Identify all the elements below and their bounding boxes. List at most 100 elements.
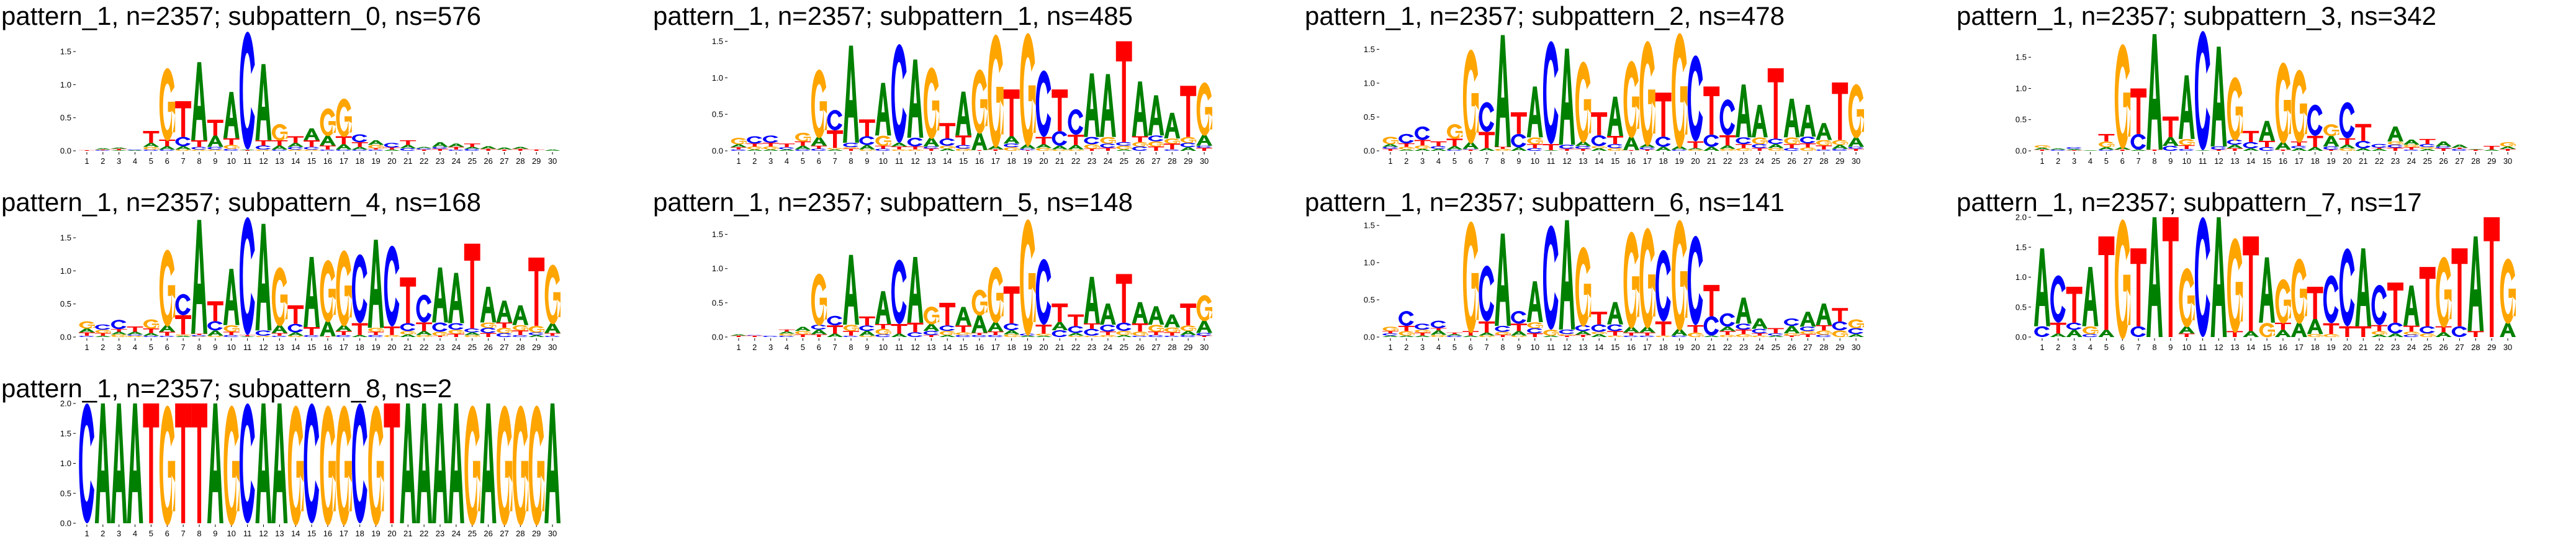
nucleotide-letter-G xyxy=(2436,256,2452,328)
nucleotide-letter-T xyxy=(1703,285,1720,317)
nucleotide-letter-G xyxy=(1639,41,1655,146)
nucleotide-letter-A xyxy=(255,403,272,523)
nucleotide-letter-G xyxy=(1527,137,1543,145)
logo-panel: pattern_1, n=2357; subpattern_5, ns=148 0… xyxy=(653,187,1212,352)
nucleotide-letter-A xyxy=(320,135,336,146)
nucleotide-letter-A xyxy=(512,305,529,325)
nucleotide-letter-C xyxy=(1832,321,1848,331)
nucleotide-letter-C xyxy=(255,330,271,336)
nucleotide-letter-A xyxy=(907,59,924,138)
nucleotide-letter-A xyxy=(367,240,384,328)
nucleotide-letter-G xyxy=(191,336,207,338)
y-tick-label: 1.5 xyxy=(712,230,723,239)
nucleotide-letter-A xyxy=(94,148,111,150)
nucleotide-letter-C xyxy=(2339,248,2355,326)
nucleotide-letter-T xyxy=(1575,148,1592,151)
nucleotide-letter-C xyxy=(159,335,175,337)
x-tick-label: 22 xyxy=(420,343,428,352)
nucleotide-letter-C xyxy=(544,335,560,337)
x-tick-label: 29 xyxy=(532,156,541,166)
nucleotide-letter-A xyxy=(1495,233,1511,326)
nucleotide-letter-T xyxy=(1495,335,1511,337)
x-tick-label: 16 xyxy=(323,529,332,538)
nucleotide-letter-T xyxy=(2484,217,2500,337)
nucleotide-letter-T xyxy=(1035,325,1052,334)
x-tick-label: 18 xyxy=(1007,156,1016,166)
nucleotide-letter-T xyxy=(1019,150,1036,151)
nucleotide-letter-T xyxy=(1832,82,1849,140)
nucleotide-letter-C xyxy=(2323,275,2339,323)
nucleotide-letter-A xyxy=(1783,326,1800,334)
nucleotide-letter-C xyxy=(1479,102,1495,132)
nucleotide-letter-C xyxy=(1719,99,1736,135)
x-tick-label: 8 xyxy=(2152,156,2156,166)
x-tick-label: 24 xyxy=(1104,156,1112,166)
nucleotide-letter-G xyxy=(955,332,971,335)
nucleotide-letter-C xyxy=(336,149,351,151)
x-tick-label: 18 xyxy=(355,343,364,352)
nucleotide-letter-A xyxy=(127,403,143,523)
nucleotide-letter-G xyxy=(1495,331,1511,335)
nucleotide-letter-A xyxy=(2243,148,2259,151)
x-tick-label: 13 xyxy=(275,343,284,352)
nucleotide-letter-C xyxy=(1687,55,1703,142)
x-tick-label: 14 xyxy=(1595,343,1603,352)
nucleotide-letter-A xyxy=(304,256,320,328)
nucleotide-letter-C xyxy=(875,148,891,151)
nucleotide-letter-G xyxy=(2227,77,2243,141)
x-tick-label: 28 xyxy=(2471,156,2480,166)
nucleotide-letter-C xyxy=(400,323,416,331)
nucleotide-letter-G xyxy=(2387,142,2403,145)
x-tick-label: 26 xyxy=(1135,343,1144,352)
nucleotide-letter-C xyxy=(143,335,159,337)
nucleotide-letter-G xyxy=(1020,219,1036,336)
nucleotide-letter-A xyxy=(1180,331,1197,335)
nucleotide-letter-C xyxy=(907,332,923,338)
nucleotide-letter-A xyxy=(191,220,207,334)
nucleotide-letter-G xyxy=(1623,232,1639,329)
x-tick-label: 21 xyxy=(2359,343,2367,352)
nucleotide-letter-C xyxy=(1703,134,1719,147)
nucleotide-letter-T xyxy=(207,301,223,322)
x-tick-label: 16 xyxy=(323,156,332,166)
nucleotide-letter-T xyxy=(1526,144,1543,148)
nucleotide-letter-T xyxy=(1559,148,1575,151)
nucleotide-letter-G xyxy=(923,67,940,139)
nucleotide-letter-C xyxy=(1196,333,1212,336)
nucleotide-letter-A xyxy=(1430,148,1447,151)
nucleotide-letter-A xyxy=(432,403,448,523)
nucleotide-letter-G xyxy=(1575,246,1592,327)
x-tick-label: 12 xyxy=(911,156,919,166)
x-tick-label: 5 xyxy=(2104,343,2109,352)
x-tick-label: 20 xyxy=(2343,156,2351,166)
nucleotide-letter-G xyxy=(464,405,480,526)
nucleotide-letter-T xyxy=(1575,335,1592,337)
nucleotide-letter-A xyxy=(127,331,143,335)
nucleotide-letter-C xyxy=(255,145,271,150)
y-tick-label: 0.0 xyxy=(60,519,71,528)
x-tick-label: 22 xyxy=(420,529,428,538)
nucleotide-letter-A xyxy=(2050,148,2066,150)
nucleotide-letter-G xyxy=(2403,331,2420,335)
nucleotide-letter-A xyxy=(175,335,192,337)
nucleotide-letter-A xyxy=(1479,332,1495,336)
x-tick-label: 12 xyxy=(259,343,268,352)
x-tick-label: 15 xyxy=(959,156,968,166)
y-tick-label: 0.0 xyxy=(1364,146,1375,156)
nucleotide-letter-C xyxy=(2163,145,2178,151)
x-tick-label: 4 xyxy=(2088,343,2092,352)
x-tick-label: 12 xyxy=(2214,343,2223,352)
nucleotide-letter-A xyxy=(1767,335,1784,337)
nucleotide-letter-G xyxy=(1180,137,1197,143)
nucleotide-letter-A xyxy=(1542,150,1559,151)
nucleotide-letter-C xyxy=(923,331,939,335)
nucleotide-letter-T xyxy=(335,331,352,335)
nucleotide-letter-A xyxy=(795,326,811,331)
logo-panel: pattern_1, n=2357; subpattern_6, ns=141 0… xyxy=(1305,187,1864,352)
nucleotide-letter-T xyxy=(2339,326,2356,337)
nucleotide-letter-T xyxy=(2403,146,2420,150)
x-tick-label: 2 xyxy=(2056,156,2060,166)
nucleotide-letter-G xyxy=(1196,82,1212,136)
nucleotide-letter-A xyxy=(2355,148,2372,151)
nucleotide-letter-A xyxy=(351,335,368,337)
